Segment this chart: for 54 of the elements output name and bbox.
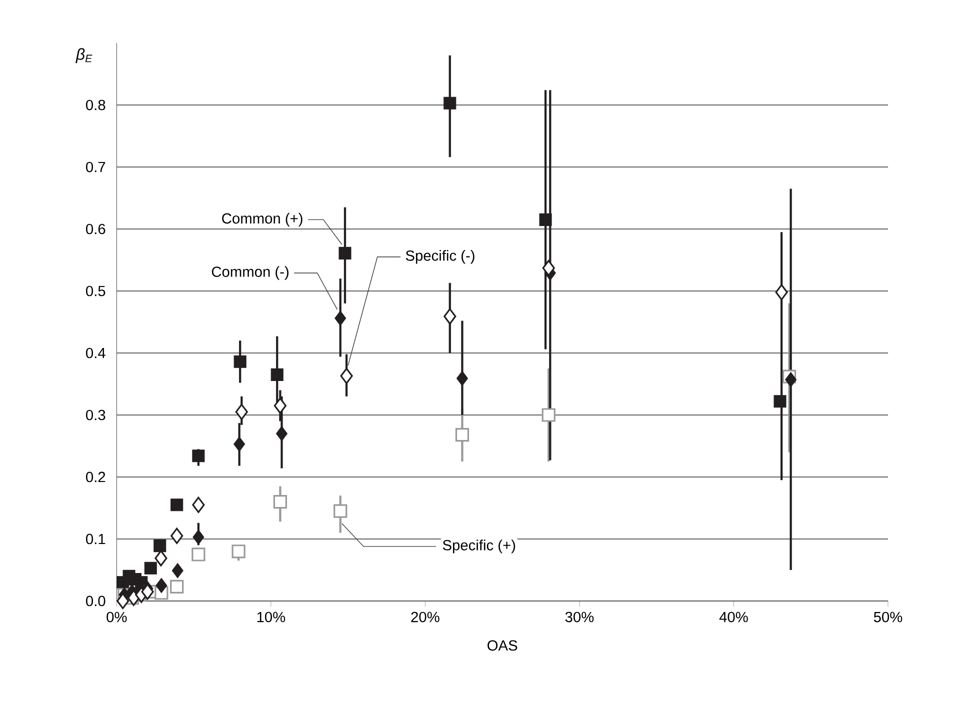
text: Specific (-)	[406, 250, 474, 264]
point	[192, 548, 206, 562]
x-tick-label: 40%	[719, 612, 748, 622]
y-tick-label: 0.6	[86, 224, 106, 234]
y-tick-label: 0.2	[86, 472, 106, 482]
point	[154, 540, 166, 552]
point	[234, 355, 246, 368]
y-tick-label: 0.1	[86, 534, 106, 544]
point	[334, 504, 348, 518]
x-tick-label: 10%	[257, 612, 286, 622]
point	[234, 436, 246, 452]
point	[276, 426, 288, 442]
point	[156, 578, 168, 594]
point	[338, 246, 352, 260]
y-tick-label: 0.4	[86, 348, 106, 358]
point	[170, 528, 184, 544]
x-axis-title: OAS	[488, 640, 518, 651]
point	[273, 494, 287, 509]
point	[455, 428, 470, 442]
point	[542, 408, 556, 422]
x-tick-label: 50%	[874, 612, 902, 622]
point	[192, 496, 205, 514]
point	[539, 213, 552, 226]
point	[192, 450, 205, 462]
point	[334, 310, 346, 326]
text: Specific (+)	[442, 540, 516, 554]
text: Common (+)	[222, 212, 302, 227]
point	[274, 398, 286, 414]
y-tick-label: 0.8	[86, 100, 106, 110]
point	[232, 544, 246, 558]
point	[340, 368, 353, 384]
y-tick-label: 0.0	[86, 596, 106, 606]
point	[774, 395, 786, 408]
point	[170, 498, 184, 512]
point	[235, 404, 248, 420]
point	[444, 308, 456, 325]
x-tick-label: 20%	[411, 612, 440, 622]
point	[154, 550, 168, 566]
point	[141, 584, 154, 600]
y-tick-label: 0.5	[86, 286, 106, 296]
point	[785, 372, 797, 388]
point	[170, 580, 184, 594]
y-tick-label: 0.7	[86, 162, 106, 172]
point	[270, 368, 284, 381]
point	[456, 370, 468, 386]
point	[444, 96, 456, 110]
point	[775, 284, 788, 300]
x-tick-label: 0%	[106, 612, 127, 622]
point	[172, 563, 184, 578]
point	[144, 562, 157, 574]
y-tick-label: 0.3	[86, 410, 106, 420]
text: Common (-)	[212, 266, 288, 280]
x-tick-label: 30%	[565, 612, 594, 622]
y-axis-title: β$_{E}$	[76, 48, 92, 64]
